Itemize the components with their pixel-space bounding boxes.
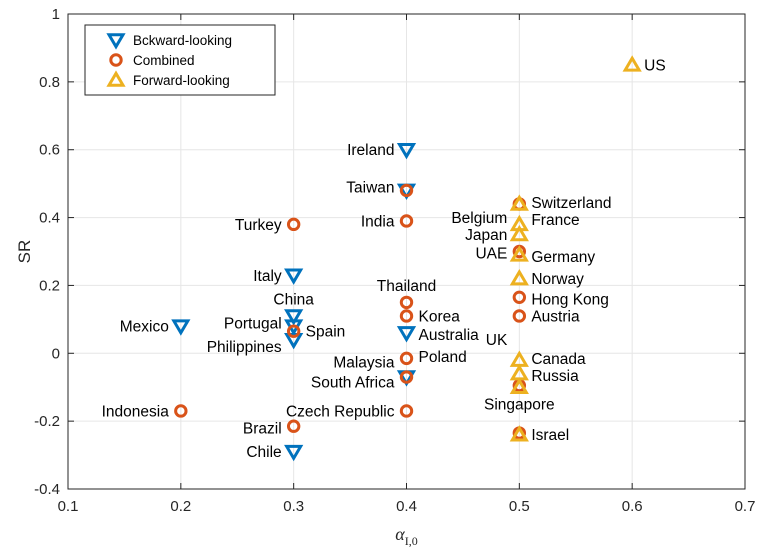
- combinedpoint: [399, 404, 414, 418]
- forward-lookingpoint: [622, 55, 642, 72]
- legend-box: [84, 24, 276, 96]
- combinedpoint: [399, 370, 414, 384]
- point-label: Israel: [531, 427, 569, 444]
- point-label: Spain: [306, 324, 346, 341]
- point-label: Russia: [531, 368, 579, 385]
- point-label: Taiwan: [346, 180, 394, 197]
- forward-lookingpoint: [509, 377, 529, 394]
- combinedpoint: [399, 351, 414, 366]
- point-label: Indonesia: [102, 403, 170, 420]
- point-label: Philippines: [207, 339, 282, 356]
- point-label: Canada: [531, 351, 586, 368]
- combinedpoint: [399, 183, 414, 198]
- x-tick-label: 0.3: [283, 498, 304, 515]
- bckward-lookingpoint: [396, 142, 417, 160]
- combinedpoint: [174, 404, 188, 418]
- y-tick-label: -0.2: [34, 413, 60, 430]
- forward-lookingpoint: [509, 245, 529, 262]
- y-tick-label: 1: [52, 6, 60, 23]
- point-label: Czech Republic: [286, 403, 395, 420]
- point-label: Japan: [465, 227, 507, 244]
- point-label: Singapore: [484, 397, 555, 414]
- combinedpoint: [286, 419, 301, 433]
- grid-lines: [67, 13, 746, 490]
- legend: Bckward-looking Combined Forward-looking: [84, 24, 276, 96]
- combinedpoint: [286, 217, 301, 232]
- combinedpoint: [512, 290, 527, 305]
- combinedpoint: [399, 214, 414, 228]
- point-label: Portugal: [224, 315, 282, 332]
- x-tick-label: 0.6: [622, 498, 643, 515]
- bckward-lookingpoint: [171, 319, 191, 336]
- axis-ticks: 0.1 0.2 0.3 0.4 0.5 0.6 0.7 -0.4 -0.2 0 0.2 0.4 0.6 0…: [34, 6, 755, 515]
- point-label: US: [644, 57, 666, 74]
- point-label: Australia: [419, 327, 480, 344]
- legend-label: Combined: [133, 53, 195, 68]
- point-labels: US Ireland Taiwan Switzerland Turkey India Bel…: [102, 57, 666, 461]
- y-axis-label: SR: [15, 240, 34, 264]
- data-points: [171, 55, 642, 462]
- y-tick-label: 0.2: [39, 277, 60, 294]
- point-label: Italy: [253, 268, 282, 285]
- legend-marker: [106, 33, 126, 50]
- forward-lookingpoint: [509, 194, 529, 211]
- bckward-lookingpoint: [284, 332, 304, 350]
- combinedpoint: [399, 295, 414, 310]
- legend-marker: [106, 70, 126, 87]
- bckward-lookingpoint: [284, 309, 304, 326]
- x-tick-label: 0.1: [58, 498, 79, 515]
- point-label: India: [361, 213, 395, 230]
- point-label: South Africa: [311, 375, 395, 392]
- point-label: Brazil: [243, 420, 282, 437]
- y-tick-label: 0: [52, 345, 60, 362]
- point-label: Austria: [531, 308, 580, 325]
- legend-label: Forward-looking: [133, 73, 230, 88]
- x-tick-label: 0.4: [396, 498, 417, 515]
- point-label: Mexico: [120, 319, 169, 336]
- point-label: Switzerland: [531, 195, 611, 212]
- point-label: UAE: [475, 246, 507, 263]
- x-tick-label: 0.5: [509, 498, 530, 515]
- point-label: Ireland: [347, 142, 394, 159]
- x-axis-label-subscript: I,0: [405, 534, 418, 548]
- bckward-lookingpoint: [284, 444, 304, 462]
- point-label: Hong Kong: [531, 292, 609, 309]
- point-label: Turkey: [235, 217, 282, 234]
- combinedpoint: [512, 309, 527, 323]
- point-label: China: [273, 292, 314, 309]
- point-label: Chile: [246, 444, 281, 461]
- point-label: France: [531, 212, 579, 229]
- combinedpoint: [399, 309, 414, 323]
- forward-lookingpoint: [509, 425, 529, 442]
- forward-lookingpoint: [509, 224, 529, 242]
- point-label: UK: [486, 332, 508, 349]
- combinedpoint: [286, 324, 301, 338]
- x-tick-label: 0.2: [170, 498, 191, 515]
- x-tick-label: 0.7: [735, 498, 756, 515]
- x-axis-label-main: α: [395, 524, 405, 544]
- bckward-lookingpoint: [396, 326, 417, 343]
- point-label: Belgium: [451, 210, 507, 227]
- legend-label: Bckward-looking: [133, 33, 232, 48]
- legend-entries: Bckward-looking Combined Forward-looking: [106, 33, 232, 88]
- point-label: Thailand: [377, 278, 436, 295]
- point-label: Malaysia: [333, 354, 395, 371]
- point-label: Poland: [419, 349, 467, 366]
- y-tick-label: 0.4: [39, 210, 60, 227]
- x-axis-label: αI,0: [395, 524, 417, 548]
- legend-marker: [109, 53, 123, 67]
- point-label: Norway: [531, 271, 584, 288]
- bckward-lookingpoint: [284, 268, 304, 285]
- y-tick-label: 0.8: [39, 74, 60, 91]
- forward-lookingpoint: [509, 269, 529, 286]
- point-label: Korea: [419, 308, 461, 325]
- y-tick-label: -0.4: [34, 481, 60, 498]
- y-tick-label: 0.6: [39, 142, 60, 159]
- point-label: Germany: [531, 249, 595, 266]
